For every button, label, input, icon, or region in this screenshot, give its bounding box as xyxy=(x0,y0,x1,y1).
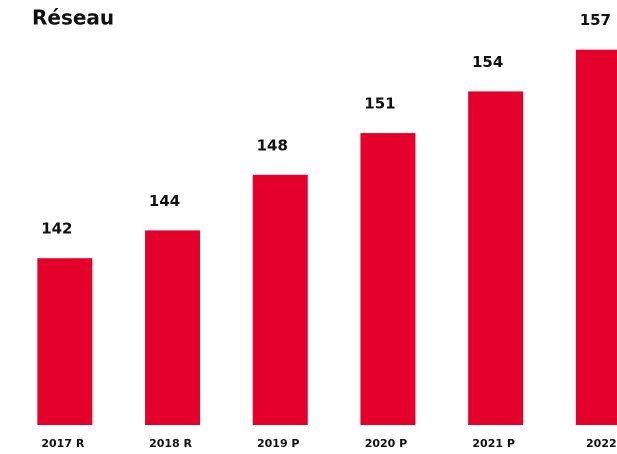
value-label: 144 xyxy=(149,192,180,210)
chart-title: Réseau xyxy=(32,6,114,30)
x-tick-label: 2021 P xyxy=(472,437,515,450)
bar xyxy=(145,230,201,425)
bar xyxy=(360,133,416,425)
x-tick-label: 2022 xyxy=(586,437,617,450)
value-label: 154 xyxy=(472,53,503,71)
bar xyxy=(252,174,308,425)
x-tick-label: 2018 R xyxy=(149,437,192,450)
x-tick-label: 2020 P xyxy=(365,437,408,450)
x-tick-label: 2017 R xyxy=(41,437,84,450)
value-label: 151 xyxy=(364,95,395,113)
value-label: 148 xyxy=(257,136,288,154)
bar xyxy=(37,258,93,425)
value-label: 157 xyxy=(580,11,611,29)
x-tick-label: 2019 P xyxy=(257,437,300,450)
bar xyxy=(575,49,617,425)
bar xyxy=(468,91,524,426)
value-label: 142 xyxy=(41,220,72,238)
